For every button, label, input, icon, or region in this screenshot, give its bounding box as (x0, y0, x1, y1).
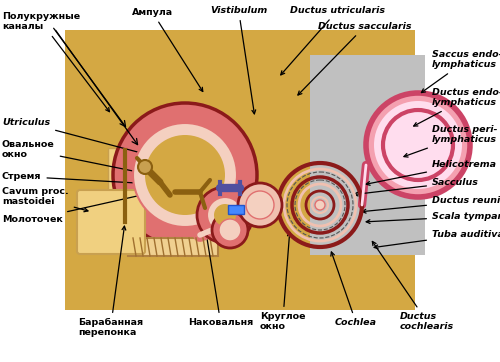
Circle shape (315, 200, 325, 210)
Text: Saccus endo-
lymphaticus: Saccus endo- lymphaticus (422, 50, 500, 93)
Text: Scala tympani: Scala tympani (366, 212, 500, 223)
Circle shape (207, 197, 243, 233)
Text: Ductus endo-
lymphaticus: Ductus endo- lymphaticus (414, 88, 500, 126)
Text: Наковальня: Наковальня (188, 199, 254, 327)
Text: Vistibulum: Vistibulum (210, 6, 267, 114)
Text: Utriculus: Utriculus (2, 118, 194, 168)
Circle shape (246, 191, 274, 219)
Text: Полукружные
каналы: Полукружные каналы (2, 12, 110, 112)
Circle shape (219, 219, 241, 241)
Text: Ductus reuniens: Ductus reuniens (362, 196, 500, 213)
Text: Ductus
cochlearis: Ductus cochlearis (372, 241, 454, 331)
Text: Ductus saccularis: Ductus saccularis (298, 22, 412, 95)
Circle shape (212, 212, 248, 248)
Circle shape (214, 204, 236, 226)
Text: Helicotrema: Helicotrema (366, 160, 497, 185)
Bar (310, 55, 425, 255)
Text: Стремя: Стремя (2, 172, 221, 189)
Text: Cochlea: Cochlea (331, 252, 377, 327)
Text: Ампула: Ампула (132, 8, 203, 92)
Circle shape (374, 101, 462, 189)
Circle shape (138, 160, 152, 174)
Text: Ductus peri-
lymphaticus: Ductus peri- lymphaticus (404, 125, 498, 157)
Circle shape (197, 187, 253, 243)
Text: Ductus utricularis: Ductus utricularis (281, 6, 385, 75)
Text: Tuba auditiva: Tuba auditiva (374, 230, 500, 249)
Circle shape (113, 103, 257, 247)
Bar (108, 148, 238, 223)
Circle shape (366, 93, 470, 197)
Bar (228, 205, 244, 214)
Circle shape (133, 123, 237, 227)
Text: Sacculus: Sacculus (354, 178, 479, 196)
Bar (128, 238, 218, 256)
FancyBboxPatch shape (77, 190, 145, 254)
Text: Молоточек: Молоточек (2, 192, 151, 224)
Circle shape (238, 183, 282, 227)
Text: Cavum proc.
mastoidei: Cavum proc. mastoidei (2, 187, 88, 212)
Circle shape (145, 135, 225, 215)
Bar (65, 30, 415, 310)
Text: Овальное
окно: Овальное окно (2, 140, 198, 185)
Text: Барабанная
перепонка: Барабанная перепонка (78, 226, 143, 337)
Text: Круглое
окно: Круглое окно (260, 232, 306, 331)
